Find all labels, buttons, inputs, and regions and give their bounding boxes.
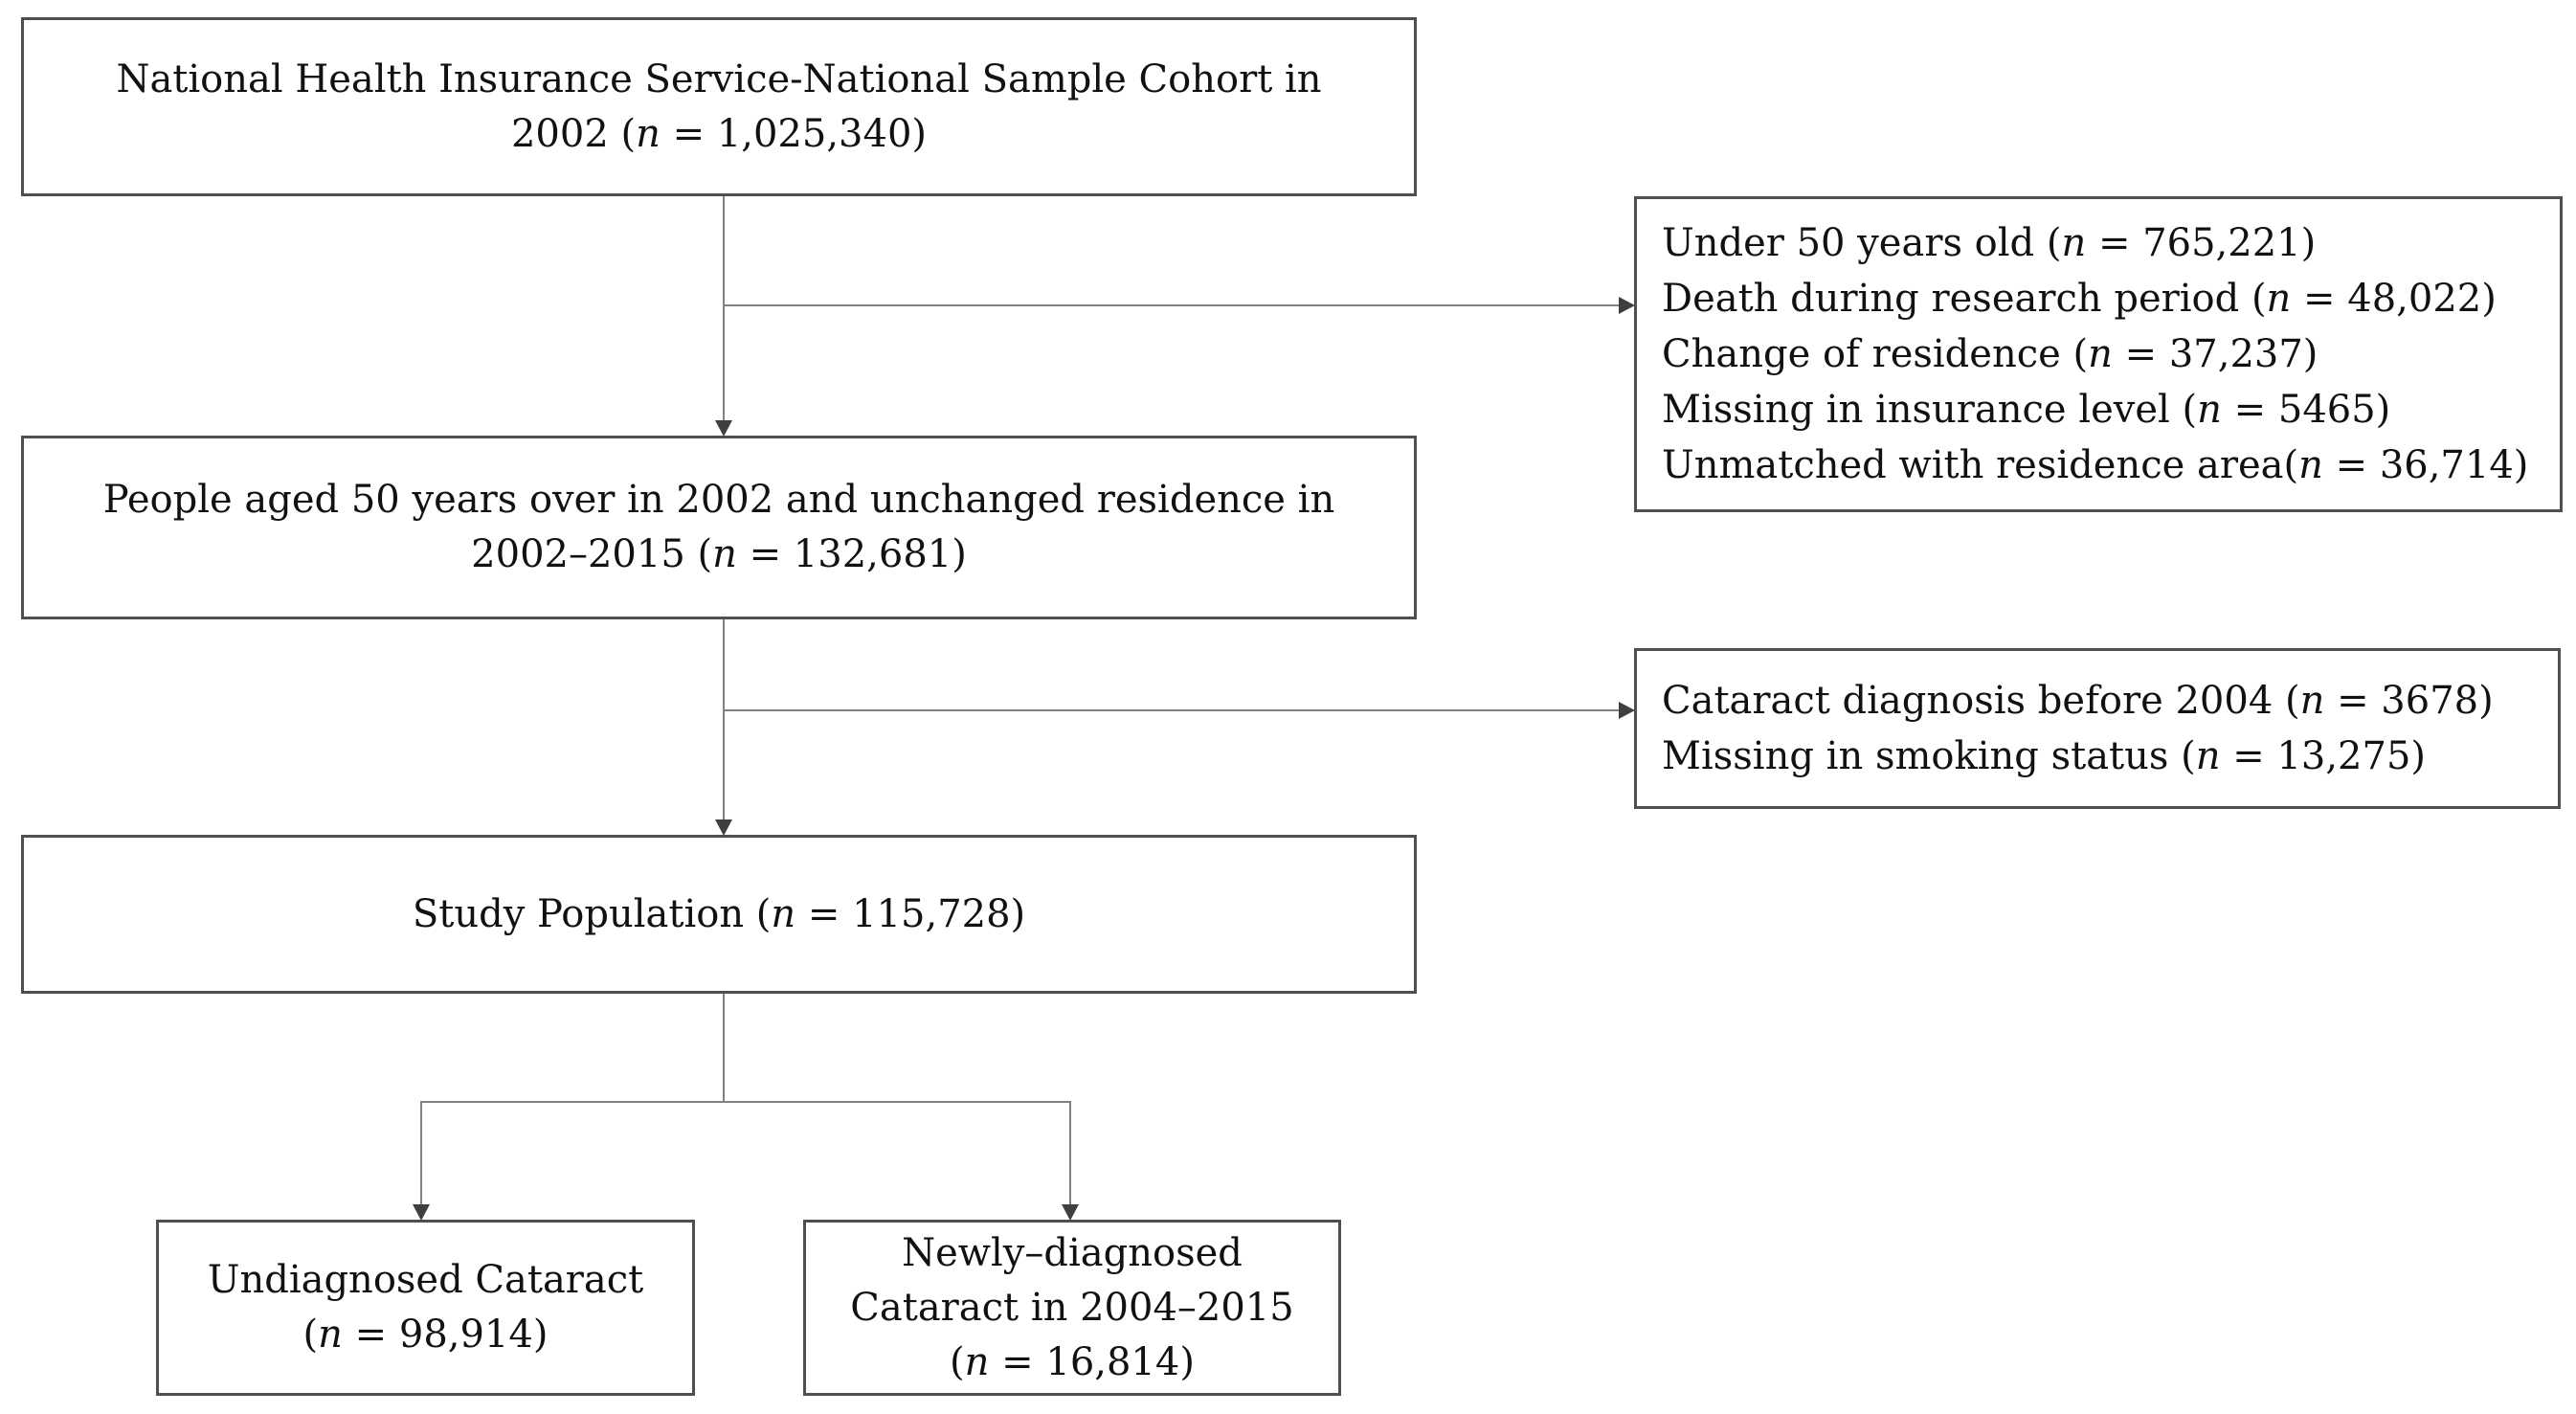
exclusion-line: Missing in insurance level (n = 5465) bbox=[1662, 388, 2391, 432]
arrowhead-down-into-study bbox=[715, 819, 732, 836]
box-newly-line2: Cataract in 2004–2015 bbox=[850, 1285, 1294, 1330]
box-undiagnosed-cataract: Undiagnosed Cataract (n = 98,914) bbox=[156, 1220, 695, 1396]
box-study-population: Study Population (n = 115,728) bbox=[21, 835, 1417, 994]
box-cohort-line2: 2002 (n = 1,025,340) bbox=[510, 111, 927, 156]
exclusion-line: Missing in smoking status (n = 13,275) bbox=[1662, 734, 2427, 778]
connector-branch-to-exclusion1 bbox=[724, 304, 1621, 306]
box-study-line1: Study Population (n = 115,728) bbox=[412, 891, 1026, 936]
box-cohort: National Health Insurance Service-Nation… bbox=[21, 17, 1417, 196]
arrowhead-down-into-newly bbox=[1062, 1204, 1079, 1221]
box-cohort-line1: National Health Insurance Service-Nation… bbox=[116, 56, 1322, 101]
exclusion-line: Cataract diagnosis before 2004 (n = 3678… bbox=[1662, 679, 2494, 723]
connector-cohort-to-aged50 bbox=[723, 196, 725, 422]
connector-aged50-to-study bbox=[723, 619, 725, 821]
box-aged50-line2: 2002–2015 (n = 132,681) bbox=[471, 532, 967, 576]
box-newly-line1: Newly–diagnosed bbox=[902, 1230, 1243, 1275]
box-undiagnosed-line2: (n = 98,914) bbox=[302, 1313, 549, 1357]
connector-split-bar bbox=[420, 1101, 1071, 1103]
exclusion-line: Death during research period (n = 48,022… bbox=[1662, 277, 2497, 321]
arrowhead-down-into-undiagnosed bbox=[413, 1204, 430, 1221]
arrowhead-right-into-exclusion1 bbox=[1619, 297, 1635, 314]
arrowhead-right-into-exclusion2 bbox=[1619, 702, 1635, 719]
box-exclusion1: Under 50 years old (n = 765,221) Death du… bbox=[1634, 196, 2563, 512]
arrowhead-down-into-aged50 bbox=[715, 420, 732, 437]
exclusion-line: Unmatched with residence area(n = 36,714… bbox=[1662, 443, 2529, 487]
box-aged50: People aged 50 years over in 2002 and un… bbox=[21, 436, 1417, 619]
exclusion-line: Under 50 years old (n = 765,221) bbox=[1662, 221, 2317, 265]
connector-study-stem bbox=[723, 994, 725, 1103]
exclusion-line: Change of residence (n = 37,237) bbox=[1662, 332, 2318, 376]
connector-branch-to-exclusion2 bbox=[724, 709, 1621, 711]
box-aged50-line1: People aged 50 years over in 2002 and un… bbox=[102, 478, 1335, 522]
box-exclusion2: Cataract diagnosis before 2004 (n = 3678… bbox=[1634, 648, 2561, 809]
box-newly-diagnosed-cataract: Newly–diagnosed Cataract in 2004–2015 (n… bbox=[803, 1220, 1341, 1396]
box-newly-line3: (n = 16,814) bbox=[950, 1339, 1195, 1384]
connector-to-undiagnosed bbox=[420, 1101, 422, 1206]
box-undiagnosed-line1: Undiagnosed Cataract bbox=[207, 1258, 644, 1302]
connector-to-newly bbox=[1069, 1101, 1071, 1206]
